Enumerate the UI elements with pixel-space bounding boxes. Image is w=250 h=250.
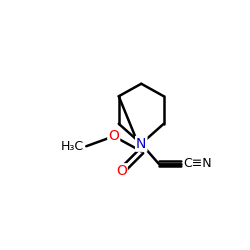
Text: C≡N: C≡N (184, 157, 212, 170)
Text: O: O (116, 164, 127, 178)
Text: O: O (108, 129, 119, 143)
Text: H₃C: H₃C (60, 140, 84, 153)
Text: N: N (136, 137, 146, 151)
